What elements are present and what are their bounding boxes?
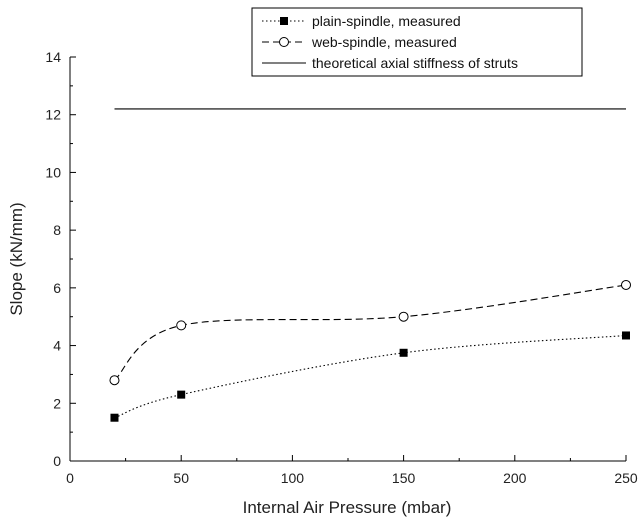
legend-box xyxy=(251,7,583,77)
legend-marker-circle xyxy=(279,37,289,47)
data-point-square xyxy=(177,390,186,399)
data-point-circle xyxy=(398,311,409,322)
y-tick-label: 2 xyxy=(53,395,61,411)
y-tick-label: 12 xyxy=(45,107,61,123)
y-tick-label: 6 xyxy=(53,280,61,296)
data-point-circle xyxy=(176,320,187,331)
x-tick-label: 150 xyxy=(392,470,416,486)
series-layer xyxy=(109,108,631,422)
series-line-0 xyxy=(114,334,627,419)
x-tick-label: 250 xyxy=(614,470,638,486)
y-tick-label: 4 xyxy=(53,338,61,354)
y-tick-label: 8 xyxy=(53,222,61,238)
x-axis-title: Internal Air Pressure (mbar) xyxy=(243,498,452,517)
x-tick-label: 0 xyxy=(66,470,74,486)
data-point-circle xyxy=(109,375,120,386)
y-tick-label: 0 xyxy=(53,453,61,469)
series-line-1 xyxy=(114,284,627,381)
axis-ticks: 0 50 100 150 200 250 0 2 4 6 8 10 12 14 xyxy=(45,49,637,486)
y-tick-label: 14 xyxy=(45,49,61,65)
legend: plain-spindle, measured web-spindle, meas… xyxy=(251,7,583,77)
legend-label: web-spindle, measured xyxy=(311,34,457,50)
legend-items: plain-spindle, measured web-spindle, meas… xyxy=(262,13,518,71)
data-point-circle xyxy=(621,279,631,290)
x-tick-label: 100 xyxy=(281,470,305,486)
data-point-square xyxy=(399,348,408,357)
x-tick-label: 200 xyxy=(503,470,527,486)
legend-label: theoretical axial stiffness of struts xyxy=(312,55,518,71)
y-tick-label: 10 xyxy=(45,164,61,180)
legend-marker-square xyxy=(280,17,288,25)
data-point-square xyxy=(110,413,119,422)
data-point-square xyxy=(622,331,630,340)
x-tick-label: 50 xyxy=(173,470,189,486)
legend-label: plain-spindle, measured xyxy=(312,13,461,29)
y-axis-title: Slope (kN/mm) xyxy=(7,202,26,315)
